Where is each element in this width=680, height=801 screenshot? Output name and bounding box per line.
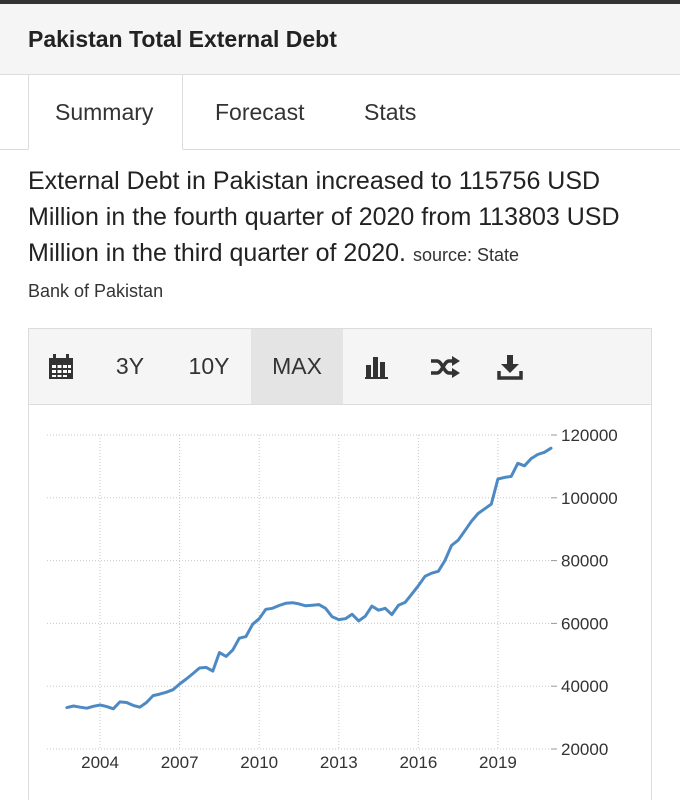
chart-toolbar: 3Y 10Y MAX bbox=[29, 329, 651, 405]
tab-stats-label: Stats bbox=[364, 99, 417, 125]
series-line bbox=[65, 446, 553, 711]
calendar-icon bbox=[49, 353, 73, 379]
tab-bar: Summary Forecast Stats bbox=[0, 75, 680, 150]
bar-chart-icon bbox=[365, 356, 388, 379]
y-tick-label: 40000 bbox=[561, 677, 608, 696]
y-tick-label: 100000 bbox=[561, 489, 618, 508]
range-max-button[interactable]: MAX bbox=[251, 329, 343, 404]
x-tick-label: 2007 bbox=[161, 753, 199, 772]
y-tick-label: 80000 bbox=[561, 552, 608, 571]
chart-type-button[interactable] bbox=[343, 329, 411, 404]
x-tick-label: 2013 bbox=[320, 753, 358, 772]
download-button[interactable] bbox=[479, 329, 541, 404]
x-tick-label: 2010 bbox=[240, 753, 278, 772]
x-tick-label: 2016 bbox=[399, 753, 437, 772]
chart-container: 3Y 10Y MAX bbox=[28, 328, 652, 800]
tab-summary-label: Summary bbox=[55, 99, 154, 125]
range-3y-button[interactable]: 3Y bbox=[93, 329, 167, 404]
description-text: External Debt in Pakistan increased to 1… bbox=[28, 167, 620, 267]
range-10y-button[interactable]: 10Y bbox=[167, 329, 251, 404]
y-tick-label: 60000 bbox=[561, 614, 608, 633]
download-icon bbox=[497, 354, 523, 380]
page-title: Pakistan Total External Debt bbox=[28, 26, 337, 52]
range-max-label: MAX bbox=[272, 353, 322, 379]
page-header: Pakistan Total External Debt bbox=[0, 4, 680, 75]
y-tick-label: 20000 bbox=[561, 740, 608, 759]
tab-forecast-label: Forecast bbox=[215, 99, 305, 125]
top-bar bbox=[0, 0, 680, 4]
x-tick-label: 2019 bbox=[479, 753, 517, 772]
shuffle-icon bbox=[431, 355, 460, 378]
range-3y-label: 3Y bbox=[115, 353, 145, 379]
tab-stats[interactable]: Stats bbox=[364, 75, 416, 150]
source-label: source: State bbox=[412, 245, 520, 265]
tab-summary[interactable]: Summary bbox=[28, 75, 183, 150]
range-10y-label: 10Y bbox=[188, 353, 230, 379]
source-name[interactable]: Bank of Pakistan bbox=[28, 281, 164, 301]
x-tick-label: 2004 bbox=[81, 753, 119, 772]
tab-forecast[interactable]: Forecast bbox=[215, 75, 304, 150]
line-chart: 120000 100000 80000 60000 40000 20000 2004 2007… bbox=[47, 426, 618, 772]
description: External Debt in Pakistan increased to 1… bbox=[28, 163, 658, 309]
y-tick-label: 120000 bbox=[561, 426, 618, 445]
calendar-button[interactable] bbox=[29, 329, 93, 404]
compare-button[interactable] bbox=[411, 329, 479, 404]
